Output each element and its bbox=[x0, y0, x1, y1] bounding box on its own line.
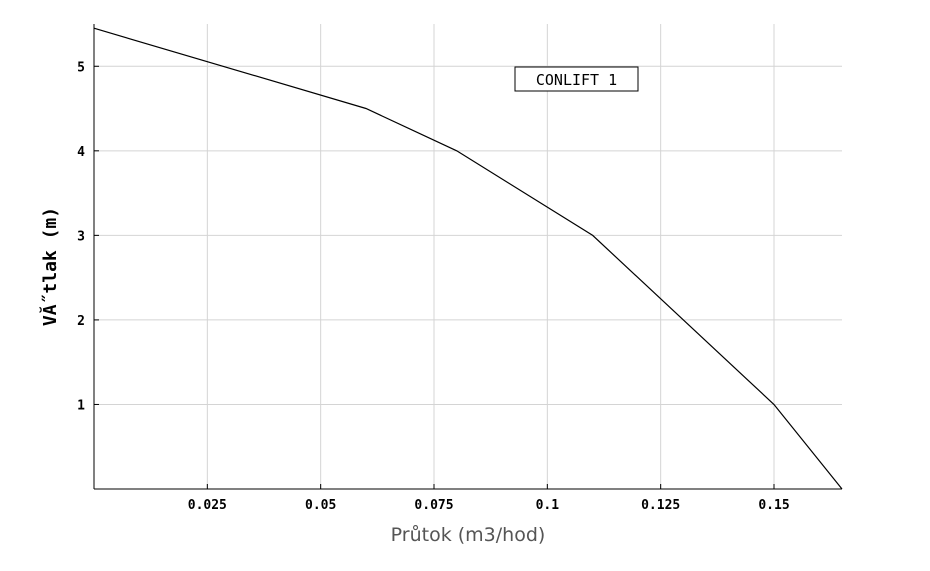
y-tick-label-4: 5 bbox=[77, 60, 85, 75]
series bbox=[93, 27, 843, 490]
y-tick-label-0: 1 bbox=[77, 398, 85, 413]
x-axis-title: Průtok (m3/hod) bbox=[391, 524, 546, 546]
x-tick-label-3: 0.1 bbox=[536, 498, 560, 513]
y-tick-label-3: 4 bbox=[77, 145, 85, 160]
x-tick-label-1: 0.05 bbox=[305, 498, 336, 513]
series-line-0 bbox=[93, 27, 843, 490]
legend: CONLIFT 1 bbox=[514, 66, 639, 92]
x-tick-label-0: 0.025 bbox=[188, 498, 227, 513]
tick-marks bbox=[94, 65, 775, 489]
y-axis-title: VĂ˝tlak (m) bbox=[39, 207, 61, 326]
grid bbox=[94, 24, 842, 489]
x-tick-label-2: 0.075 bbox=[414, 498, 453, 513]
y-tick-label-1: 2 bbox=[77, 314, 85, 329]
legend-entry: CONLIFT 1 bbox=[536, 71, 617, 89]
tick-labels: 0.025 0.05 0.075 0.1 0.125 0.15 1 2 3 4 5 bbox=[77, 60, 789, 513]
x-tick-label-5: 0.15 bbox=[758, 498, 789, 513]
x-tick-label-4: 0.125 bbox=[641, 498, 680, 513]
y-tick-label-2: 3 bbox=[77, 229, 85, 244]
axes bbox=[93, 24, 842, 490]
legend-box bbox=[514, 66, 639, 92]
